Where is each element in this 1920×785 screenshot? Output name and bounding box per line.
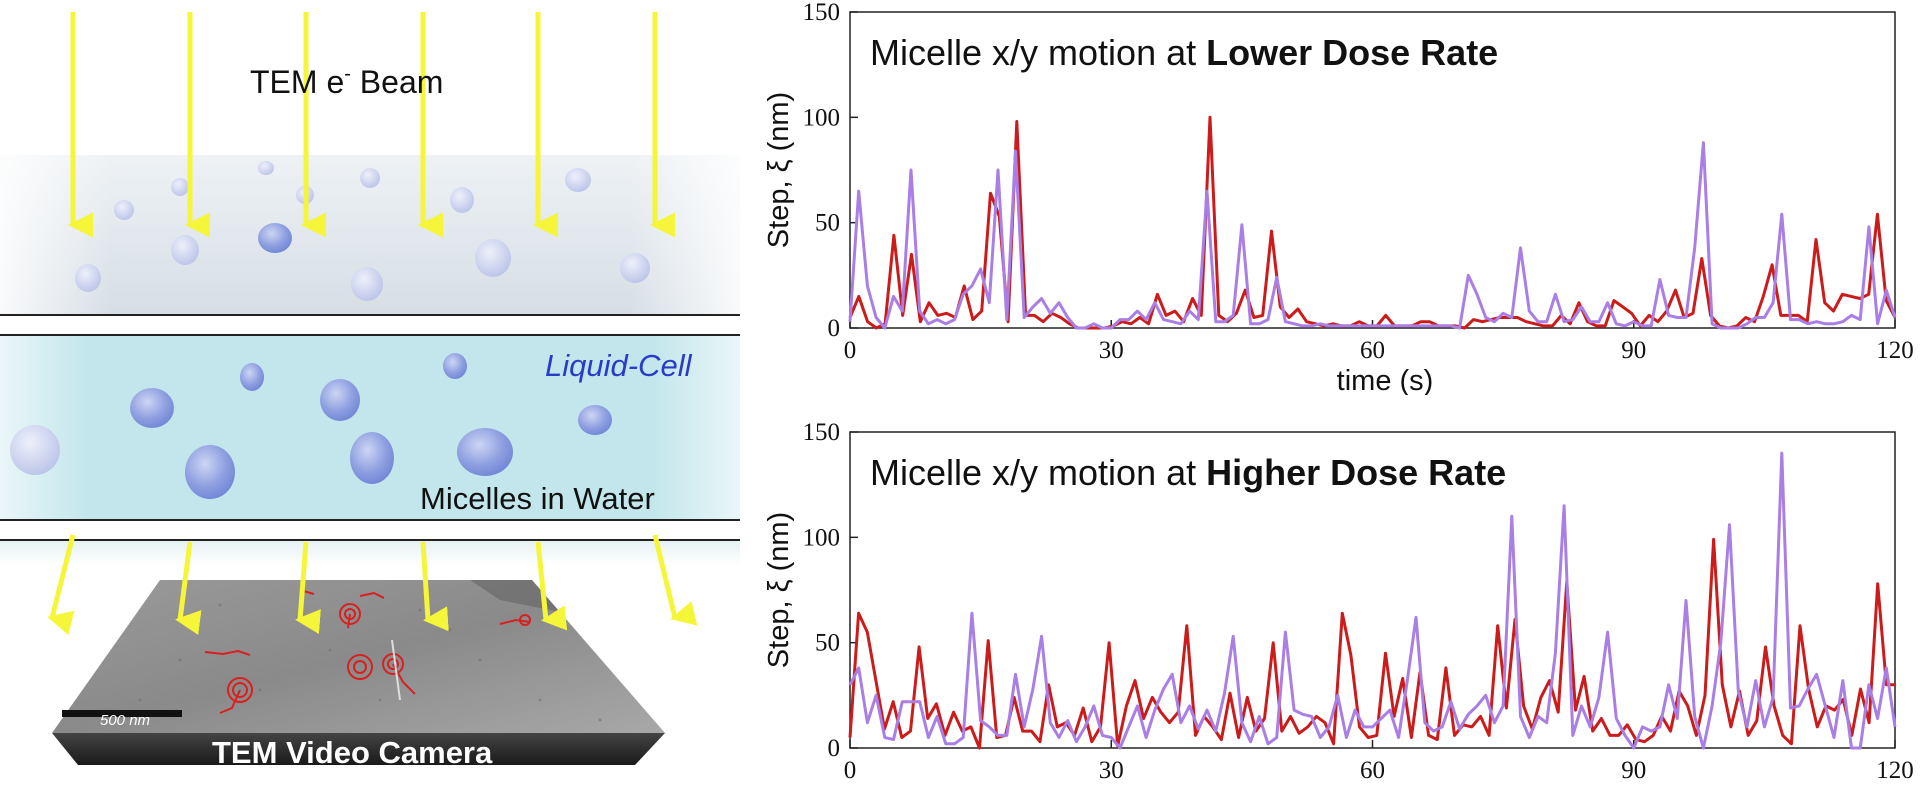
x-tick-label: 120 bbox=[1876, 757, 1914, 784]
y-axis-label: Step, ξ (nm) bbox=[763, 92, 795, 248]
x-tick-label: 60 bbox=[1360, 337, 1385, 364]
micelles-liquid bbox=[10, 353, 612, 499]
camera-label: TEM Video Camera bbox=[212, 735, 493, 770]
series-line-purple bbox=[848, 451, 1897, 750]
x-axis-label: time (s) bbox=[1337, 365, 1434, 395]
camera-detector: 500 nm bbox=[52, 580, 665, 765]
y-axis-label: Step, ξ (nm) bbox=[763, 512, 795, 668]
chart-title: Micelle x/y motion at Lower Dose Rate bbox=[870, 32, 1498, 73]
series-line-purple bbox=[848, 141, 1897, 330]
micelles-top bbox=[75, 161, 650, 301]
scale-bar-label: 500 nm bbox=[100, 712, 150, 729]
liquid-layer bbox=[0, 336, 740, 520]
y-tick-label: 100 bbox=[803, 524, 841, 551]
y-tick-label: 0 bbox=[828, 315, 841, 342]
micelle-trajectories bbox=[204, 589, 531, 714]
y-tick-label: 0 bbox=[828, 735, 841, 762]
scale-bar bbox=[62, 710, 182, 717]
y-tick-label: 150 bbox=[803, 0, 841, 26]
x-tick-label: 30 bbox=[1099, 337, 1124, 364]
higher-dose-chart: 0 50 100 150 0 30 60 90 120 Micelle x/y motion … bbox=[763, 420, 1914, 784]
x-tick-label: 90 bbox=[1621, 337, 1646, 364]
liquid-cell-schematic: 500 nm TEM e- Beam Liquid-Cell Micelles … bbox=[0, 12, 740, 770]
x-tick-label: 0 bbox=[844, 337, 857, 364]
y-tick-label: 100 bbox=[803, 104, 841, 131]
beam-arrows-top bbox=[68, 12, 675, 238]
y-tick-label: 50 bbox=[815, 630, 840, 657]
micelles-label: Micelles in Water bbox=[420, 481, 655, 516]
liquid-cell-label: Liquid-Cell bbox=[545, 348, 693, 383]
x-tick-label: 0 bbox=[844, 757, 857, 784]
series-line-red bbox=[848, 537, 1895, 750]
y-tick-label: 150 bbox=[803, 420, 841, 446]
chart-title: Micelle x/y motion at Higher Dose Rate bbox=[870, 452, 1506, 493]
x-tick-label: 30 bbox=[1099, 757, 1124, 784]
beam-arrows-bottom bbox=[47, 534, 698, 636]
y-tick-label: 50 bbox=[815, 210, 840, 237]
x-tick-label: 120 bbox=[1876, 337, 1914, 364]
plot-frame bbox=[849, 431, 1896, 749]
lower-dose-chart: 0 50 100 150 0 30 60 90 120 Micelle x/y motion … bbox=[763, 0, 1914, 395]
x-tick-label: 90 bbox=[1621, 757, 1646, 784]
beam-label: TEM e- Beam bbox=[250, 63, 443, 100]
x-tick-label: 60 bbox=[1360, 757, 1385, 784]
